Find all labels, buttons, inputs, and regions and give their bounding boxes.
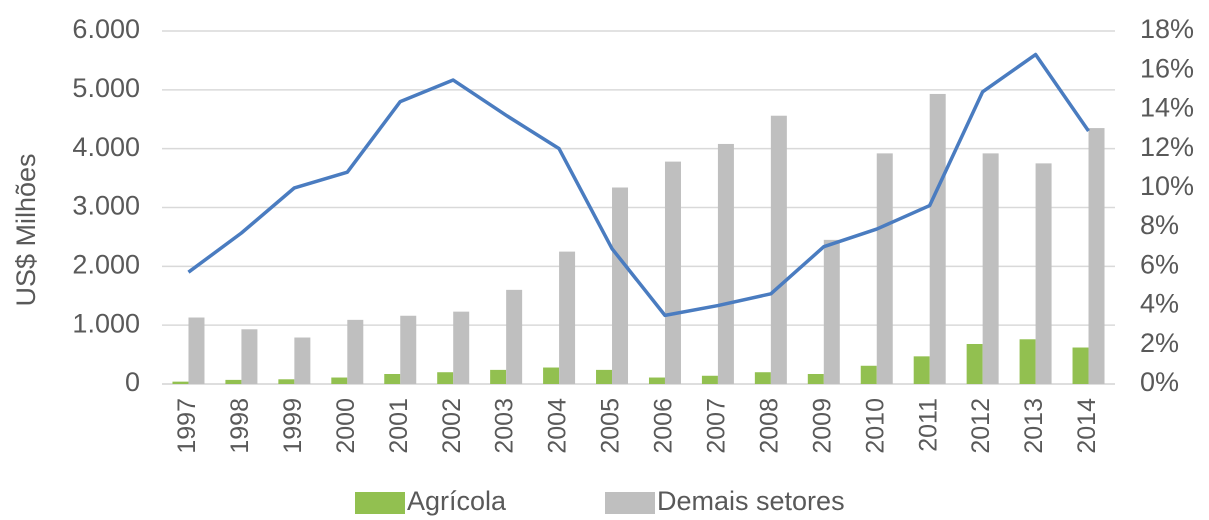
bar bbox=[648, 377, 665, 384]
bar bbox=[1088, 128, 1105, 384]
y-tick-label: 4.000 bbox=[72, 132, 140, 162]
line bbox=[187, 52, 1090, 318]
bar bbox=[506, 289, 523, 384]
bar bbox=[543, 367, 560, 384]
legend-swatch bbox=[605, 492, 655, 514]
bar bbox=[294, 337, 311, 384]
bar bbox=[913, 356, 930, 384]
y2-tick-label: 18% bbox=[1140, 14, 1194, 44]
bar bbox=[384, 373, 401, 384]
y-tick-label: 5.000 bbox=[72, 73, 140, 103]
bar bbox=[966, 343, 983, 384]
x-tick-label: 2011 bbox=[914, 398, 942, 452]
y2-tick-label: 14% bbox=[1140, 93, 1194, 123]
y-axis-label: US$ Milhões bbox=[11, 153, 41, 306]
x-tick-label: 2003 bbox=[491, 398, 519, 454]
x-tick-label: 1998 bbox=[226, 398, 254, 454]
x-tick-label: 1999 bbox=[279, 398, 307, 454]
bar bbox=[437, 372, 454, 384]
bar bbox=[664, 161, 681, 384]
legend-swatch bbox=[355, 492, 405, 514]
bar bbox=[1035, 163, 1052, 384]
bar bbox=[596, 369, 613, 384]
bar bbox=[701, 375, 718, 384]
bar bbox=[876, 153, 893, 384]
y-tick-label: 6.000 bbox=[72, 14, 140, 44]
x-tick-label: 2007 bbox=[703, 398, 731, 454]
y-tick-label: 2.000 bbox=[72, 249, 140, 279]
x-tick-label: 2008 bbox=[755, 398, 783, 454]
bar bbox=[1072, 347, 1089, 384]
bar bbox=[400, 315, 417, 384]
bar bbox=[347, 319, 364, 384]
x-tick-label: 2009 bbox=[808, 398, 836, 454]
bar bbox=[241, 329, 258, 384]
x-tick-label: 2006 bbox=[650, 398, 678, 454]
bar bbox=[717, 143, 734, 384]
bar bbox=[453, 311, 470, 384]
x-tick-label: 2004 bbox=[544, 398, 572, 454]
legend-label: Demais setores bbox=[657, 486, 845, 516]
y2-tick-label: 6% bbox=[1140, 249, 1179, 279]
x-tick-label: 1997 bbox=[173, 398, 201, 454]
y2-tick-label: 12% bbox=[1140, 132, 1194, 162]
bar bbox=[770, 115, 787, 384]
x-tick-label: 2010 bbox=[861, 398, 889, 454]
x-tick-label: 2005 bbox=[597, 398, 625, 454]
y2-tick-label: 2% bbox=[1140, 328, 1179, 358]
bar bbox=[188, 317, 205, 384]
y2-tick-label: 4% bbox=[1140, 289, 1179, 319]
bar bbox=[929, 93, 946, 385]
legend-label: Agrícola bbox=[407, 486, 507, 516]
bar bbox=[823, 239, 840, 384]
bar bbox=[490, 369, 507, 384]
x-tick-label: 2001 bbox=[385, 398, 413, 454]
bar bbox=[225, 379, 242, 384]
bar bbox=[559, 251, 576, 384]
x-tick-label: 2013 bbox=[1020, 398, 1048, 454]
x-tick-label: 2014 bbox=[1073, 398, 1101, 454]
y2-tick-label: 16% bbox=[1140, 53, 1194, 83]
bar bbox=[982, 153, 999, 384]
y2-tick-label: 8% bbox=[1140, 210, 1179, 240]
y-tick-label: 0 bbox=[125, 367, 140, 397]
x-tick-label: 2000 bbox=[332, 398, 360, 454]
bar bbox=[807, 373, 824, 384]
y-tick-label: 3.000 bbox=[72, 191, 140, 221]
bar bbox=[860, 365, 877, 384]
bar bbox=[331, 377, 348, 384]
bar bbox=[172, 381, 189, 384]
x-tick-label: 2012 bbox=[967, 398, 995, 454]
x-tick-label: 2002 bbox=[438, 398, 466, 454]
bar bbox=[1019, 339, 1036, 384]
y-tick-label: 1.000 bbox=[72, 308, 140, 338]
y2-tick-label: 10% bbox=[1140, 171, 1194, 201]
bar bbox=[278, 379, 295, 384]
bar bbox=[754, 372, 771, 384]
y2-tick-label: 0% bbox=[1140, 367, 1179, 397]
bar bbox=[612, 187, 629, 384]
